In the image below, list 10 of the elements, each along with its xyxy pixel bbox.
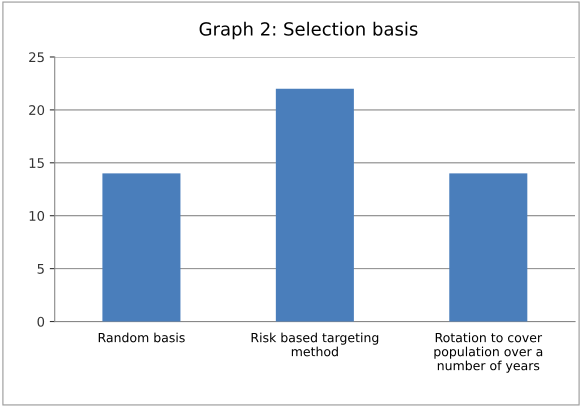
y-tick-label: 5: [38, 264, 44, 274]
x-tick-label: Risk based targeting method: [252, 332, 378, 356]
y-tick-label: 0: [37, 316, 44, 327]
y-tick-label: 10: [30, 210, 44, 221]
y-tick-label: 20: [29, 105, 44, 116]
chart-title: Graph 2: Selection basis: [200, 22, 418, 40]
x-tick-label: Rotation to cover population over a number of years: [434, 332, 542, 373]
x-tick-label: Random basis: [98, 332, 185, 342]
y-tick-label: 25: [29, 52, 44, 62]
y-tick-label: 15: [30, 158, 44, 168]
